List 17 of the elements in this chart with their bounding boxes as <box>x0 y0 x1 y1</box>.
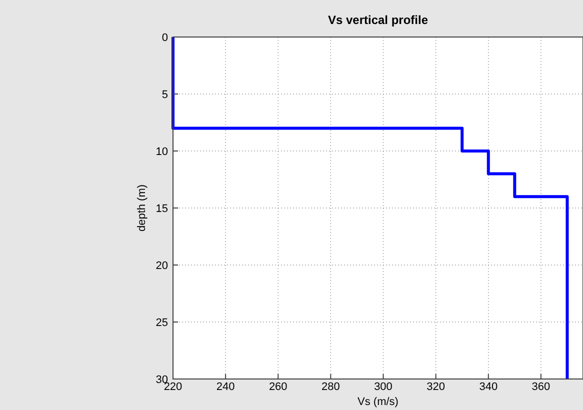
y-tick-label: 25 <box>156 317 168 329</box>
x-tick-label: 300 <box>374 381 392 393</box>
y-tick-label: 20 <box>156 260 168 272</box>
y-tick-label: 0 <box>162 32 168 44</box>
x-axis-title: Vs (m/s) <box>358 396 398 408</box>
y-axis-title: depth (m) <box>136 184 148 232</box>
line-series <box>172 36 569 380</box>
y-tick-label: 5 <box>162 89 168 101</box>
y-tick-label: 15 <box>156 203 168 215</box>
y-tick-label: 10 <box>156 146 168 158</box>
x-tick-label: 280 <box>322 381 340 393</box>
x-tick-label: 340 <box>479 381 498 393</box>
x-tick-label: 320 <box>426 381 445 393</box>
x-tick-label: 360 <box>532 381 550 393</box>
chart-title: Vs vertical profile <box>328 13 428 27</box>
x-tick-label: 240 <box>216 381 235 393</box>
x-tick-label: 260 <box>268 381 288 393</box>
